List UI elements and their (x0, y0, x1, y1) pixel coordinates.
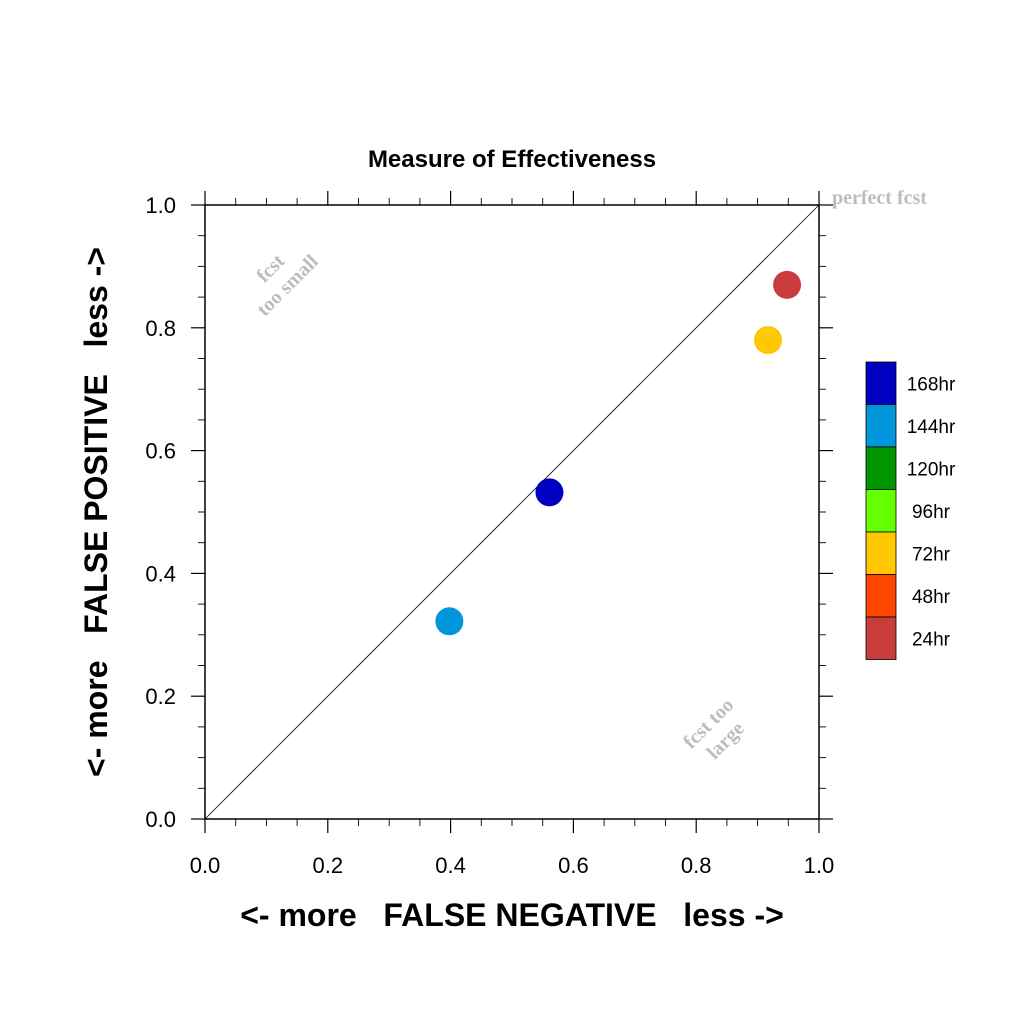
y-tick-label: 0.6 (145, 439, 176, 464)
legend-swatch-72hr (865, 531, 897, 575)
legend: 168hr 144hr 120hr 96hr 72hr 48hr 24hr (865, 361, 956, 660)
legend-swatch-96hr (865, 489, 897, 533)
y-tick-labels: 0.0 0.2 0.4 0.6 0.8 1.0 (145, 193, 176, 832)
x-axis-label: <- more FALSE NEGATIVE less -> (240, 897, 784, 933)
legend-swatch-144hr (865, 404, 897, 448)
legend-swatch-168hr (865, 361, 897, 405)
axis-ticks (191, 191, 833, 833)
x-tick-label: 0.0 (190, 853, 221, 878)
too-small-note: fcst too small (252, 250, 323, 321)
legend-label-144hr: 144hr (907, 417, 956, 438)
x-tick-label: 0.6 (558, 853, 589, 878)
point-144hr (435, 607, 464, 636)
too-large-note: fcst too large (679, 694, 749, 764)
point-168hr (535, 478, 564, 507)
legend-label-72hr: 72hr (912, 544, 951, 565)
x-tick-label: 0.8 (681, 853, 712, 878)
y-tick-label: 1.0 (145, 193, 176, 218)
perfect-forecast-note: perfect fcst (832, 187, 927, 209)
point-72hr (754, 326, 783, 355)
legend-label-120hr: 120hr (907, 459, 956, 480)
legend-swatch-48hr (865, 574, 897, 618)
y-tick-label: 0.0 (145, 807, 176, 832)
legend-label-24hr: 24hr (912, 629, 951, 650)
legend-label-168hr: 168hr (907, 374, 956, 395)
y-tick-label: 0.8 (145, 316, 176, 341)
x-tick-label: 0.2 (313, 853, 344, 878)
y-axis-label: <- more FALSE POSITIVE less -> (78, 247, 114, 777)
legend-swatch-24hr (865, 616, 897, 660)
point-24hr (773, 270, 802, 299)
legend-swatch-120hr (865, 446, 897, 490)
chart-title: Measure of Effectiveness (368, 146, 656, 173)
y-tick-label: 0.4 (145, 561, 176, 586)
x-tick-label: 1.0 (804, 853, 835, 878)
perfect-forecast-diagonal (204, 204, 820, 820)
x-tick-labels: 0.0 0.2 0.4 0.6 0.8 1.0 (190, 853, 835, 878)
legend-label-96hr: 96hr (912, 502, 951, 523)
legend-label-48hr: 48hr (912, 587, 951, 608)
data-points (435, 270, 802, 636)
x-tick-label: 0.4 (435, 853, 466, 878)
y-tick-label: 0.2 (145, 684, 176, 709)
